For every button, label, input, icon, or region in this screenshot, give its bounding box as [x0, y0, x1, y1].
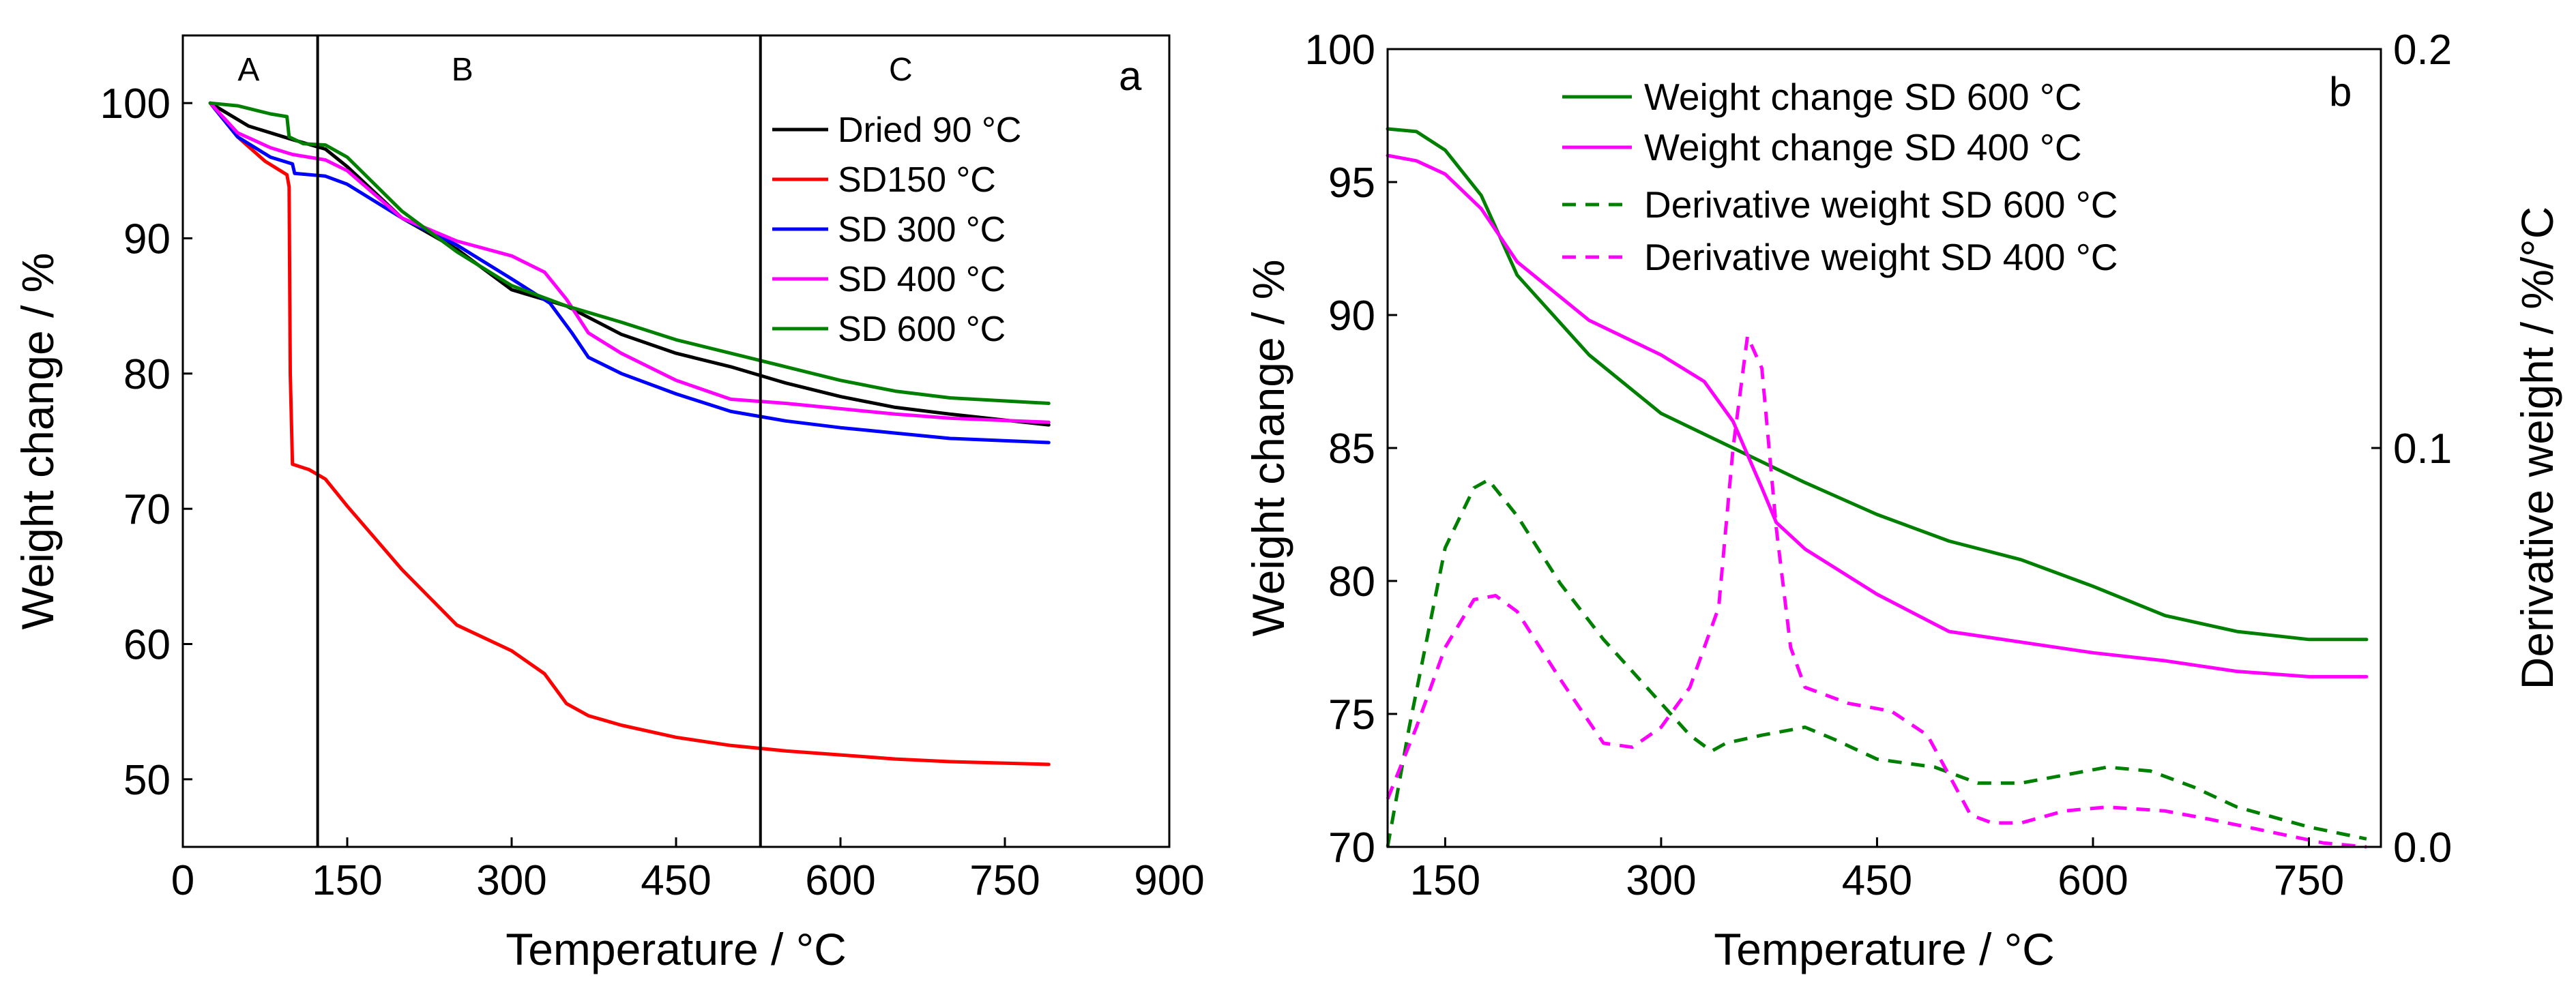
panel-a-y-tick-label-100: 100 — [100, 80, 171, 128]
panel-b-y-axis-title: Weight change / % — [1243, 260, 1293, 637]
panel-a-x-tick-label-750: 750 — [969, 857, 1040, 904]
legend-a-label-sd300: SD 300 °C — [838, 210, 1006, 250]
panel-a-y-axis-title: Weight change / % — [12, 253, 63, 630]
panel-b-y2-tick-label-1: 0.1 — [2393, 425, 2452, 473]
panel-a-x-tick-label-300: 300 — [476, 857, 546, 904]
panel-a-y-tick-label-50: 50 — [123, 757, 171, 804]
panel-b-x-tick-label-300: 300 — [1626, 857, 1696, 904]
legend-a-label-sd400: SD 400 °C — [838, 260, 1006, 299]
panel-a-letter: a — [1119, 53, 1142, 99]
panel-a-x-tick-label-600: 600 — [805, 857, 875, 904]
legend-a-label-sd600: SD 600 °C — [838, 310, 1006, 349]
panel-b-x-tick-label-150: 150 — [1410, 857, 1480, 904]
panel-a-x-tick-label-450: 450 — [641, 857, 711, 904]
panel-b-y2-tick-label-2: 0.2 — [2393, 27, 2452, 74]
panel-b-legend: Weight change SD 600 °C Weight change SD… — [1562, 76, 2118, 278]
panel-b-x-tick-label-450: 450 — [1842, 857, 1912, 904]
panel-b-chart: 150 300 450 600 7507075808590951000.00.10.2 … — [1243, 27, 2562, 974]
panel-a-region-label-c: C — [889, 52, 913, 88]
panel-b-series-group — [1386, 127, 2369, 849]
panel-b-y-tick-label-95: 95 — [1328, 160, 1375, 207]
panel-b-x-tick-label-750: 750 — [2274, 857, 2344, 904]
panel-b-y-tick-label-80: 80 — [1328, 558, 1375, 606]
panel-a-x-tick-label-150: 150 — [312, 857, 382, 904]
panel-a-series-sd150-c — [208, 101, 1051, 766]
panel-a-y-tick-label-60: 60 — [123, 622, 171, 669]
panel-b-series-weight-change-sd-400-c — [1386, 153, 2369, 678]
panel-b-series-derivative-weight-sd-600-c — [1386, 478, 2367, 848]
panel-a-x-axis-title: Temperature / °C — [506, 924, 847, 974]
panel-a-series-sd-600-c — [208, 101, 1051, 405]
panel-b-y2-tick-label-0: 0.0 — [2393, 824, 2452, 871]
panel-b-y-tick-label-100: 100 — [1305, 27, 1375, 74]
panel-a-series-sd-400-c — [208, 101, 1051, 424]
legend-a-label-dried-90: Dried 90 °C — [838, 110, 1021, 150]
panel-a-x-tick-label-900: 900 — [1134, 857, 1204, 904]
panel-a-y-tick-label-80: 80 — [123, 351, 171, 398]
panel-b-y-tick-label-90: 90 — [1328, 293, 1375, 340]
panel-a-region-labels: A B C — [237, 52, 912, 88]
legend-b-label-weight-600: Weight change SD 600 °C — [1644, 76, 2082, 118]
panel-a-series-group — [208, 101, 1051, 766]
panel-b-x-tick-label-600: 600 — [2058, 857, 2128, 904]
panel-b-x-axis-title: Temperature / °C — [1714, 924, 2055, 974]
panel-b-y-tick-label-75: 75 — [1328, 691, 1375, 738]
panel-a-ticks: 0 150 300 450 600 750 900 50 60 70 80 90 100 — [100, 80, 1205, 904]
panel-b-ticks: 150 300 450 600 750 70 75 80 85 90 95 100 0.0 0.1 0.2 — [1305, 27, 2453, 904]
legend-b-label-weight-400: Weight change SD 400 °C — [1644, 126, 2082, 168]
panel-a-x-tick-label-0: 0 — [171, 857, 194, 904]
legend-b-label-derivative-400: Derivative weight SD 400 °C — [1644, 236, 2118, 278]
panel-b-y-tick-label-85: 85 — [1328, 425, 1375, 473]
panel-b-y2-axis-title: Derivative weight / %/°C — [2512, 207, 2562, 690]
legend-b-label-derivative-600: Derivative weight SD 600 °C — [1644, 183, 2118, 226]
panel-b-series-derivative-weight-sd-400-c — [1386, 334, 2367, 849]
panel-b-y-tick-label-70: 70 — [1328, 824, 1375, 871]
panel-a-region-boundaries — [316, 35, 762, 847]
panel-a-region-label-b: B — [452, 52, 473, 88]
panel-a-region-label-a: A — [237, 52, 259, 88]
legend-a-label-sd150: SD150 °C — [838, 160, 996, 200]
panel-b-series-weight-change-sd-600-c — [1386, 127, 2369, 642]
panel-a-legend: Dried 90 °C SD150 °C SD 300 °C SD 400 °C… — [772, 110, 1021, 349]
panel-b-letter: b — [2329, 69, 2352, 115]
panel-a-chart: 0 150 300 450 600 750 900 50 60 70 80 90 100 A B C a D… — [12, 34, 1205, 974]
panel-a-y-tick-label-70: 70 — [123, 486, 171, 533]
panel-a-series-sd-300-c — [208, 101, 1051, 445]
panel-a-y-tick-label-90: 90 — [123, 216, 171, 263]
